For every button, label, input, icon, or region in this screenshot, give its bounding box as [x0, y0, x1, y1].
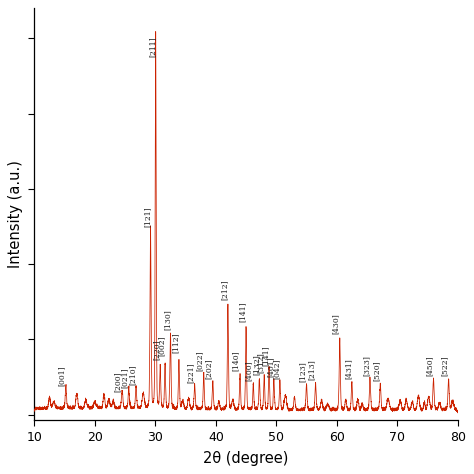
- Text: [002]: [002]: [157, 336, 165, 356]
- Text: [450]: [450]: [425, 356, 433, 376]
- Text: [401]: [401]: [266, 356, 274, 377]
- Text: [210]: [210]: [128, 365, 137, 385]
- Text: [141]: [141]: [239, 302, 247, 322]
- Text: [001]: [001]: [58, 366, 66, 386]
- Text: [202]: [202]: [205, 358, 212, 379]
- Text: [021]: [021]: [120, 367, 128, 388]
- Text: [200]: [200]: [113, 372, 121, 392]
- Text: [130]: [130]: [164, 309, 172, 330]
- Text: [220]: [220]: [153, 339, 161, 360]
- Text: [211]: [211]: [149, 36, 157, 57]
- Text: [022]: [022]: [195, 351, 203, 372]
- Text: [522]: [522]: [441, 356, 449, 376]
- Text: [112]: [112]: [172, 332, 180, 353]
- Text: [123]: [123]: [299, 361, 307, 382]
- Text: [042]: [042]: [272, 358, 280, 379]
- Text: [312]: [312]: [256, 353, 264, 374]
- Text: [132]: [132]: [252, 355, 260, 375]
- Y-axis label: Intensity (a.u.): Intensity (a.u.): [9, 160, 23, 268]
- Text: [212]: [212]: [221, 279, 229, 300]
- X-axis label: 2θ (degree): 2θ (degree): [203, 451, 289, 465]
- Text: [140]: [140]: [232, 351, 240, 372]
- Text: [323]: [323]: [362, 356, 370, 376]
- Text: [520]: [520]: [373, 360, 381, 381]
- Text: [121]: [121]: [144, 206, 152, 227]
- Text: [400]: [400]: [245, 360, 253, 381]
- Text: [141]: [141]: [262, 345, 270, 366]
- Text: [431]: [431]: [344, 358, 352, 379]
- Text: [430]: [430]: [332, 313, 340, 334]
- Text: [213]: [213]: [308, 359, 316, 380]
- Text: [221]: [221]: [186, 362, 194, 383]
